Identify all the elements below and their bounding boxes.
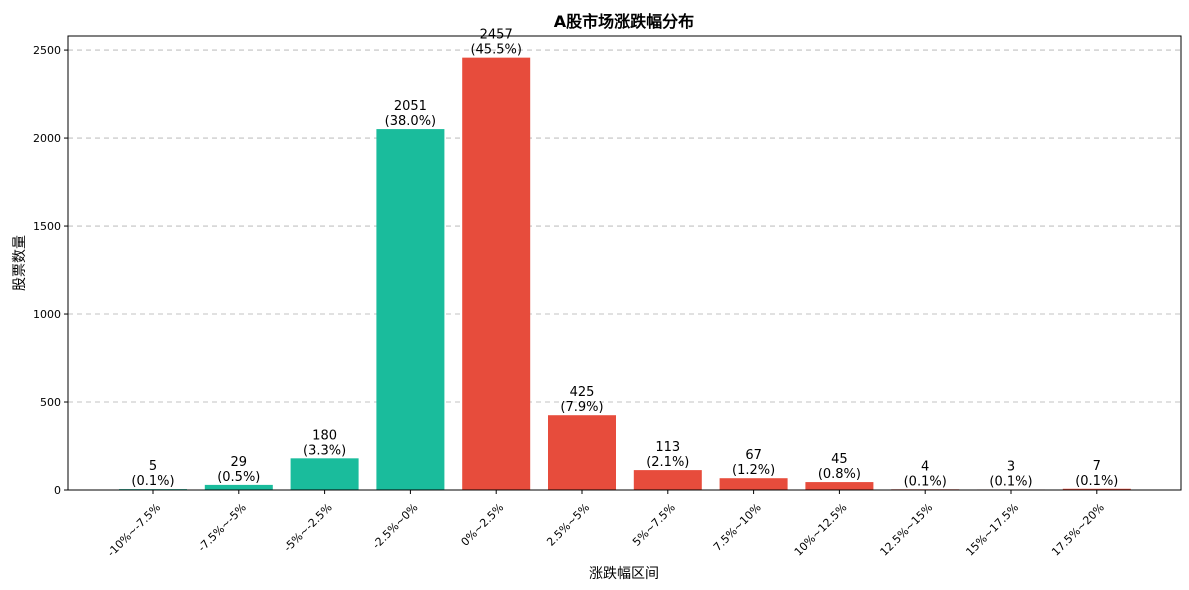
bar-value-label: 113: [655, 440, 680, 455]
x-tick-label: 10%~12.5%: [792, 501, 850, 559]
bar: [290, 458, 359, 490]
bar-value-label: 180: [312, 428, 337, 443]
y-axis-label: 股票数量: [12, 235, 28, 291]
bar-value-label: 67: [745, 448, 762, 463]
bar-value-label: 2457: [480, 28, 513, 43]
bar: [805, 482, 874, 490]
bar-percent-label: (38.0%): [385, 114, 436, 129]
bar-percent-label: (7.9%): [560, 400, 603, 415]
bar-value-label: 3: [1007, 459, 1015, 474]
value-labels-group: 5(0.1%)29(0.5%)180(3.3%)2051(38.0%)2457(…: [131, 28, 1118, 490]
bar-value-label: 5: [149, 459, 157, 474]
bar: [719, 478, 788, 490]
x-tick-label: 12.5%~15%: [878, 501, 936, 559]
x-tick-label: 17.5%~20%: [1049, 501, 1107, 559]
x-tick-label: 15%~17.5%: [963, 501, 1021, 559]
x-axis: -10%~-7.5% -7.5%~-5% -5%~-2.5% -2.5%~0% 0%~2…: [105, 490, 1107, 559]
y-tick-label: 500: [40, 396, 61, 409]
bar: [1062, 488, 1131, 490]
plot-frame: [67, 35, 1182, 491]
x-axis-label: 涨跌幅区间: [589, 566, 659, 582]
bar-percent-label: (2.1%): [646, 455, 689, 470]
bar-value-label: 425: [570, 385, 595, 400]
bars-group: [119, 57, 1131, 491]
bar: [633, 470, 702, 490]
gridlines: [68, 49, 1181, 403]
bar: [462, 57, 531, 490]
bar: [376, 129, 445, 491]
bar-percent-label: (45.5%): [470, 43, 521, 58]
bar-percent-label: (0.1%): [1075, 474, 1118, 489]
y-tick-label: 2000: [33, 132, 61, 145]
x-tick-label: -7.5%~-5%: [195, 501, 248, 554]
x-tick-label: -10%~-7.5%: [105, 501, 163, 559]
bar-percent-label: (0.8%): [818, 467, 861, 482]
bar: [204, 484, 273, 490]
bar: [548, 415, 616, 490]
y-tick-label: 1500: [33, 220, 61, 233]
bar-percent-label: (0.5%): [217, 470, 260, 485]
y-tick-label: 0: [54, 484, 61, 497]
chart-title: A股市场涨跌幅分布: [554, 12, 694, 31]
x-tick-label: -2.5%~0%: [370, 501, 421, 552]
y-tick-label: 1000: [33, 308, 61, 321]
bar-percent-label: (0.1%): [131, 474, 174, 489]
bar-value-label: 2051: [394, 99, 427, 114]
bar-value-label: 45: [831, 452, 848, 467]
bar-percent-label: (0.1%): [989, 474, 1032, 489]
bar-value-label: 4: [921, 459, 929, 474]
bar-value-label: 7: [1093, 459, 1101, 474]
x-tick-label: 2.5%~5%: [544, 501, 592, 549]
x-tick-label: 5%~7.5%: [630, 501, 678, 549]
x-tick-label: 7.5%~10%: [711, 501, 764, 554]
y-axis: 0 500 1000 1500 2000 2500: [33, 44, 68, 497]
y-tick-label: 2500: [33, 44, 61, 57]
x-tick-label: 0%~2.5%: [459, 501, 507, 549]
bar-percent-label: (3.3%): [303, 443, 346, 458]
x-tick-label: -5%~-2.5%: [281, 501, 334, 554]
bar-percent-label: (1.2%): [732, 463, 775, 478]
bar-percent-label: (0.1%): [904, 474, 947, 489]
bar-value-label: 29: [231, 455, 248, 470]
